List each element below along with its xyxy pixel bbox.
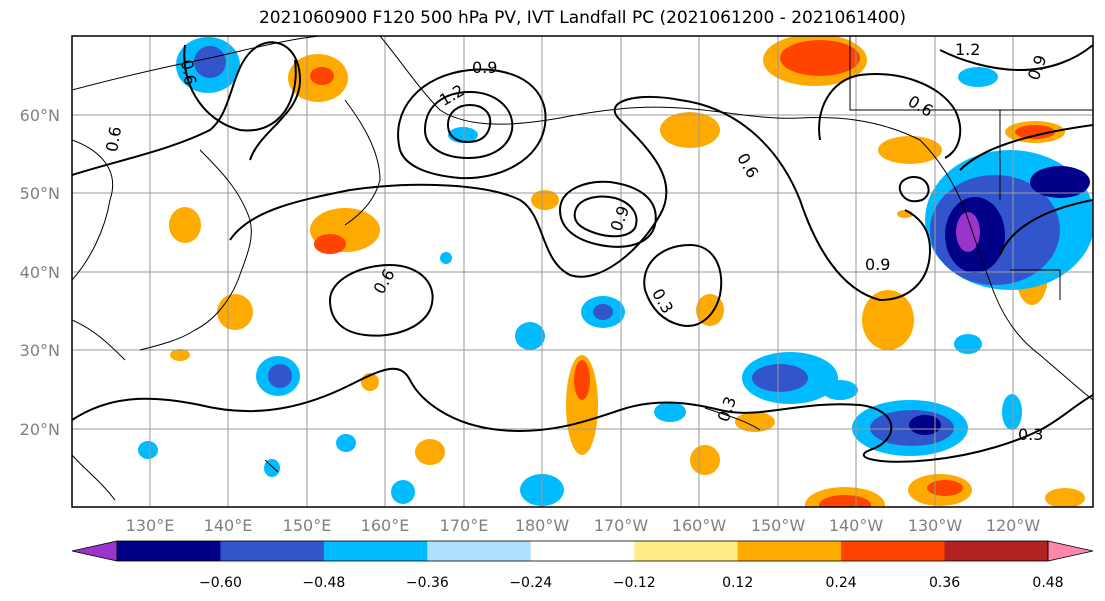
anomaly-blob bbox=[909, 415, 941, 435]
anomaly-blob bbox=[593, 304, 613, 320]
colorbar-tick-label: 0.12 bbox=[722, 575, 753, 591]
anomaly-blob bbox=[956, 212, 980, 252]
anomaly-blob bbox=[1045, 488, 1085, 507]
lat-label: 50°N bbox=[20, 184, 60, 203]
anomaly-blob bbox=[819, 495, 871, 507]
anomaly-blob bbox=[531, 190, 559, 210]
lon-label: 170°E bbox=[440, 516, 489, 535]
colorbar-tick-label: 0.24 bbox=[826, 575, 857, 591]
colorbar-segment bbox=[117, 541, 221, 561]
anomaly-blob bbox=[1030, 166, 1090, 198]
colorbar-tick-label: −0.48 bbox=[302, 575, 345, 591]
lat-label: 40°N bbox=[20, 263, 60, 282]
contour-label: 0.3 bbox=[1018, 425, 1043, 444]
shaded-anomalies bbox=[138, 36, 1093, 507]
colorbar-segment bbox=[427, 541, 532, 561]
anomaly-blob bbox=[735, 412, 775, 432]
contour-label: 0.6 bbox=[177, 58, 200, 86]
anomaly-blob bbox=[194, 46, 226, 78]
contour-label: 0.9 bbox=[472, 58, 497, 77]
map-border bbox=[71, 35, 1094, 508]
lon-label: 120°W bbox=[986, 516, 1041, 535]
lon-label: 140°W bbox=[829, 516, 884, 535]
anomaly-blob bbox=[264, 459, 280, 477]
colorbar-outline bbox=[116, 540, 1049, 562]
colorbar-segment bbox=[841, 541, 946, 561]
anomaly-blob bbox=[1015, 125, 1055, 139]
latitude-labels: 60°N 50°N 40°N 30°N 20°N bbox=[20, 106, 60, 439]
colorbar-segment bbox=[220, 541, 325, 561]
lon-label: 150°E bbox=[283, 516, 332, 535]
lon-label: 160°W bbox=[672, 516, 727, 535]
colorbar-tick-labels: −0.60 −0.48 −0.36 −0.24 −0.12 0.12 0.24 0.36 0.4… bbox=[199, 575, 1064, 591]
colorbar-segment bbox=[634, 541, 739, 561]
anomaly-blob bbox=[415, 439, 445, 465]
lon-label: 140°E bbox=[204, 516, 253, 535]
anomaly-blob bbox=[515, 322, 545, 350]
colorbar-extend-max bbox=[1047, 540, 1094, 562]
anomaly-blob bbox=[574, 360, 590, 400]
contour-label: 0.9 bbox=[865, 255, 890, 274]
lat-label: 20°N bbox=[20, 420, 60, 439]
lon-label: 160°E bbox=[361, 516, 410, 535]
anomaly-blob bbox=[310, 67, 334, 85]
colorbar-segment bbox=[530, 541, 635, 561]
lat-label: 60°N bbox=[20, 106, 60, 125]
colorbar-segment bbox=[944, 541, 1049, 561]
anomaly-blob bbox=[927, 480, 963, 496]
anomaly-blob bbox=[268, 364, 292, 388]
contour-label: 1.2 bbox=[955, 40, 980, 59]
colorbar-tick-label: −0.36 bbox=[406, 575, 449, 591]
anomaly-blob bbox=[752, 364, 808, 392]
pv-contours bbox=[72, 41, 1093, 463]
colorbar-segment bbox=[323, 541, 428, 561]
lon-label: 170°W bbox=[594, 516, 649, 535]
colorbar-segment bbox=[737, 541, 842, 561]
anomaly-blob bbox=[391, 480, 415, 504]
anomaly-blob bbox=[822, 380, 858, 400]
colorbar-tick-label: 0.36 bbox=[929, 575, 960, 591]
contour-label: 0.6 bbox=[102, 125, 125, 153]
anomaly-blob bbox=[660, 112, 720, 148]
anomaly-blob bbox=[440, 252, 452, 264]
grid-lines bbox=[72, 36, 1093, 507]
anomaly-blob bbox=[1002, 394, 1022, 430]
lon-label: 180°W bbox=[515, 516, 570, 535]
chart-title: 2021060900 F120 500 hPa PV, IVT Landfall… bbox=[258, 8, 906, 28]
colorbar-extend-min bbox=[71, 540, 118, 562]
colorbar-tick-label: −0.60 bbox=[199, 575, 242, 591]
lon-label: 130°W bbox=[908, 516, 963, 535]
anomaly-blob bbox=[170, 349, 190, 361]
colorbar bbox=[71, 540, 1094, 562]
anomaly-blob bbox=[654, 402, 686, 422]
anomaly-blob bbox=[336, 434, 356, 452]
anomaly-blob bbox=[217, 294, 253, 330]
anomaly-blob bbox=[862, 290, 914, 350]
colorbar-tick-label: 0.48 bbox=[1032, 575, 1063, 591]
anomaly-blob bbox=[878, 136, 942, 164]
lat-label: 30°N bbox=[20, 341, 60, 360]
coastlines bbox=[72, 36, 1093, 501]
anomaly-blob bbox=[954, 334, 982, 354]
anomaly-blob bbox=[780, 40, 860, 76]
lon-label: 130°E bbox=[126, 516, 175, 535]
lon-label: 150°W bbox=[751, 516, 806, 535]
anomaly-blob bbox=[958, 67, 998, 87]
anomaly-blob bbox=[138, 441, 158, 459]
anomaly-blob bbox=[690, 445, 720, 475]
colorbar-tick-label: −0.24 bbox=[509, 575, 552, 591]
longitude-labels: 130°E 140°E 150°E 160°E 170°E 180°W 170°… bbox=[126, 516, 1041, 535]
colorbar-tick-label: −0.12 bbox=[613, 575, 656, 591]
anomaly-blob bbox=[314, 234, 346, 254]
anomaly-blob bbox=[169, 207, 201, 243]
